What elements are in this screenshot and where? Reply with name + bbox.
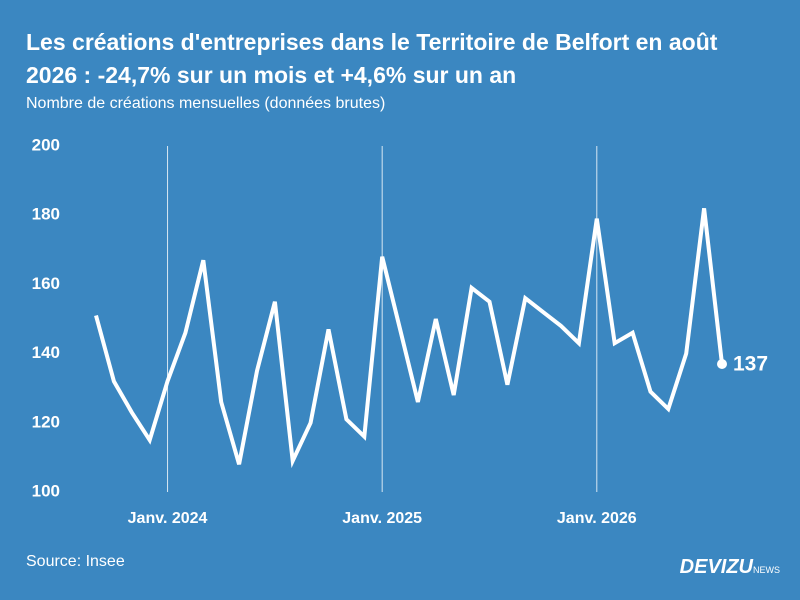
last-point (717, 358, 727, 369)
data-label: 137 (733, 353, 768, 376)
y-tick-label: 120 (32, 412, 60, 431)
brand: DEVIZUNEWS (680, 556, 780, 579)
y-tick-label: 180 (32, 205, 60, 224)
source: Source: Insee (26, 553, 125, 570)
x-tick-label: Janv. 2024 (128, 510, 208, 527)
y-tick-label: 200 (32, 135, 60, 154)
brand-tag: NEWS (753, 565, 780, 575)
series-line (94, 208, 724, 469)
y-tick-label: 140 (32, 343, 60, 362)
chart-title: Les créations d'entreprises dans le Terr… (26, 29, 718, 88)
x-tick-label: Janv. 2025 (342, 510, 422, 527)
y-tick-label: 100 (32, 481, 60, 500)
y-tick-label: 160 (32, 274, 60, 293)
brand-name: DEVIZU (679, 556, 753, 578)
chart-subtitle: Nombre de créations mensuelles (données … (26, 95, 386, 112)
x-tick-label: Janv. 2026 (557, 510, 637, 527)
